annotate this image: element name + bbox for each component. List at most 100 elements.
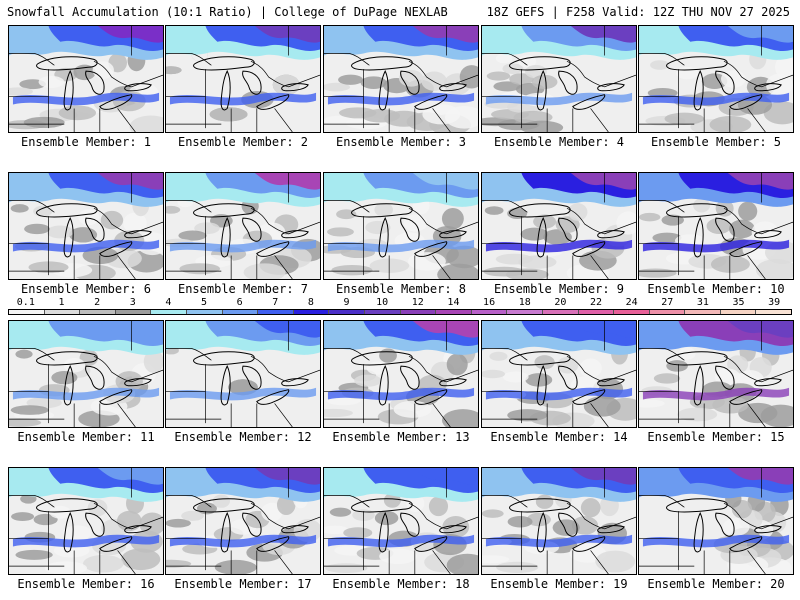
international-border (166, 53, 320, 88)
snow-field-gray (194, 222, 220, 235)
ensemble-member-label: Ensemble Member: 12 (174, 430, 312, 444)
snowfall-map (323, 320, 479, 428)
lake-erie-outline (572, 241, 606, 257)
lake-michigan-outline (220, 512, 231, 553)
snow-field-gray (129, 115, 163, 132)
ensemble-member-label: Ensemble Member: 15 (647, 430, 785, 444)
lake-effect-band (642, 92, 790, 106)
snow-field-gray (493, 81, 521, 92)
snow-field-gray (775, 55, 793, 79)
state-borders (482, 468, 609, 574)
snow-field-gray (518, 55, 537, 68)
snow-field-gray (441, 207, 464, 230)
international-border (324, 348, 478, 383)
ensemble-panel: Ensemble Member: 1 (8, 25, 164, 149)
lake-erie-outline (414, 241, 448, 257)
snow-field-heavy (412, 173, 478, 190)
colorbar-tick-labels: 0.1 1 2 3 4 5 6 7 8 9 10 12 14 16 18 20 22 24 27 31 35 39 (8, 297, 792, 309)
colorbar-tick-label: 14 (447, 297, 460, 308)
colorbar-swatch (258, 310, 294, 314)
colorbar-swatch (436, 310, 472, 314)
lake-michigan-outline (536, 217, 547, 258)
international-border (324, 200, 478, 235)
snow-field-gray (552, 519, 580, 536)
lake-erie-outline (414, 536, 448, 552)
snow-field-gray (331, 264, 373, 276)
lake-superior-outline (509, 498, 571, 513)
lake-superior-outline (351, 56, 413, 71)
lake-michigan-outline (693, 512, 704, 553)
lake-huron-outline (242, 70, 262, 95)
snow-field-gray (324, 82, 350, 92)
colorbar-swatch (756, 310, 792, 314)
ensemble-member-label: Ensemble Member: 8 (335, 282, 467, 296)
lake-huron-outline (85, 512, 105, 537)
snowfall-map (8, 320, 164, 428)
snow-field-gray (710, 255, 750, 273)
snow-field-gray (354, 374, 382, 387)
snow-field-gray (143, 349, 163, 374)
snow-field-gray (486, 71, 511, 81)
snow-field-gray (496, 561, 539, 573)
snowfall-map (323, 25, 479, 133)
snowfall-map (165, 467, 321, 575)
colorbar-tick-label: 12 (411, 297, 424, 308)
snow-field-gray (495, 253, 533, 265)
snow-field-gray (324, 408, 353, 418)
ensemble-panel: Ensemble Member: 15 (638, 320, 794, 444)
snow-field-gray (24, 223, 50, 235)
lake-superior-outline (36, 498, 98, 513)
snow-field-gray (166, 518, 191, 528)
snow-field-heavy (570, 26, 636, 43)
snow-field-gray (139, 512, 163, 536)
lake-effect-band (485, 92, 633, 106)
lake-huron-outline (242, 512, 262, 537)
snow-field-gray (579, 358, 602, 378)
ensemble-member-label: Ensemble Member: 7 (177, 282, 309, 296)
lake-erie-outline (99, 94, 133, 110)
snow-field-gray (82, 554, 124, 573)
colorbar-tick-label: 10 (376, 297, 389, 308)
colorbar-swatch (186, 310, 223, 314)
lake-superior-outline (36, 203, 98, 218)
snow-field-heavy (412, 321, 478, 338)
snowfall-map (481, 467, 637, 575)
lake-superior-outline (193, 351, 255, 366)
snow-field-gray (580, 498, 601, 518)
snow-field-gray (755, 259, 793, 279)
international-border (639, 200, 793, 235)
snowfall-map (165, 25, 321, 133)
snow-field-gray (33, 205, 53, 217)
lake-huron-outline (400, 365, 420, 390)
snow-field-gray (365, 220, 391, 235)
state-borders (639, 26, 766, 132)
snow-field-gray (209, 107, 248, 122)
colorbar-swatch (507, 310, 543, 314)
lake-effect-band (327, 387, 475, 401)
state-borders (9, 26, 136, 132)
snow-field-gray (556, 356, 579, 374)
colorbar-tick-label: 0.1 (16, 297, 35, 308)
lake-huron-outline (558, 70, 578, 95)
snow-field-gray (568, 203, 588, 221)
lake-michigan-outline (63, 512, 74, 553)
snow-field-gray (324, 525, 349, 535)
snow-field-gray (459, 65, 478, 89)
colorbar-swatch (400, 310, 437, 314)
lake-erie-outline (256, 389, 290, 405)
colorbar-swatch (151, 310, 187, 314)
ensemble-member-label: Ensemble Member: 18 (332, 577, 470, 591)
colorbar-swatch (614, 310, 650, 314)
ensemble-member-label: Ensemble Member: 6 (20, 282, 152, 296)
snow-field-gray (179, 263, 221, 275)
snowfall-map (323, 467, 479, 575)
colorbar-swatch (685, 310, 721, 314)
lake-michigan-outline (378, 365, 389, 406)
snow-field-gray (393, 400, 432, 418)
snow-field-gray (166, 205, 181, 214)
colorbar (8, 309, 792, 315)
lake-huron-outline (400, 70, 420, 95)
ensemble-panel: Ensemble Member: 10 (638, 172, 794, 296)
snow-field-gray (520, 120, 564, 132)
colorbar-swatch (329, 310, 365, 314)
